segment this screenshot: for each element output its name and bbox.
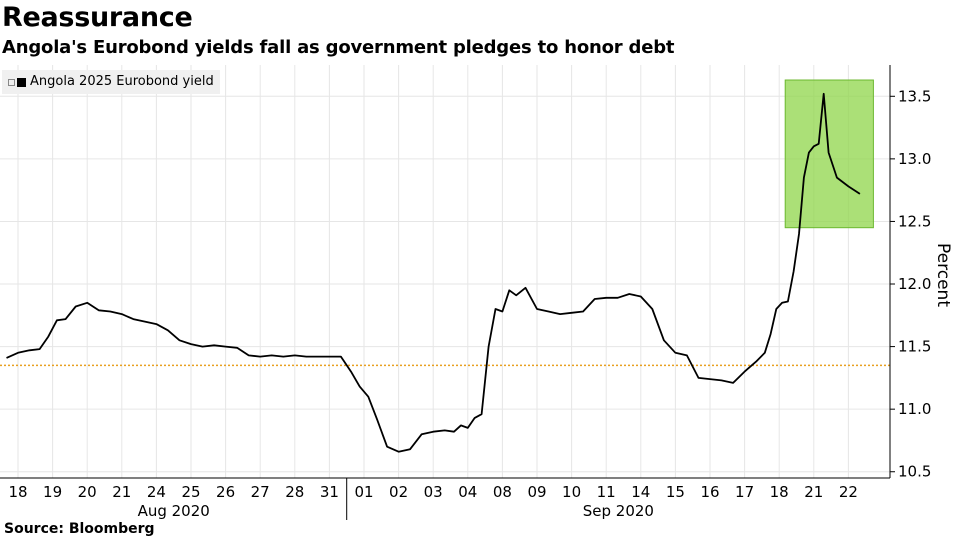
month-label: Aug 2020 (138, 502, 210, 520)
x-tick-label: 17 (735, 483, 754, 501)
month-label: Sep 2020 (583, 502, 654, 520)
chart-subtitle: Angola's Eurobond yields fall as governm… (2, 37, 675, 58)
x-tick-label: 14 (631, 483, 650, 501)
x-tick-label: 15 (666, 483, 685, 501)
x-tick-label: 18 (770, 483, 789, 501)
series-layer (6, 92, 861, 453)
x-tick-label: 04 (458, 483, 477, 501)
chart-title: Reassurance (2, 2, 193, 33)
y-tick-label: 13.5 (898, 87, 931, 105)
x-tick-label: 08 (493, 483, 512, 501)
x-tick-label: 26 (216, 483, 235, 501)
x-tick-label: 24 (147, 483, 166, 501)
legend-label: Angola 2025 Eurobond yield (30, 74, 214, 89)
x-tick-label: 03 (424, 483, 443, 501)
legend: Angola 2025 Eurobond yield (2, 70, 220, 94)
y-tick-label: 13.0 (898, 150, 931, 168)
x-tick-label: 21 (804, 483, 823, 501)
x-tick-label: 21 (112, 483, 131, 501)
axes (0, 65, 891, 520)
x-tick-label: 18 (8, 483, 27, 501)
x-tick-label: 16 (700, 483, 719, 501)
source-note: Source: Bloomberg (4, 521, 155, 537)
x-tick-label: 01 (354, 483, 373, 501)
y-tick-label: 11.5 (898, 338, 931, 356)
x-axis-ticks: 18 19 20 21 24 25 26 27 28 31 01 02 03 04 08 09 10 11 14 15… (8, 483, 857, 520)
legend-swatch-icon (17, 77, 26, 87)
x-tick-label: 11 (597, 483, 616, 501)
y-axis-ticks: 10.5 11.0 11.5 12.0 12.5 13.0 13.5 (890, 87, 931, 481)
x-tick-label: 28 (285, 483, 304, 501)
y-tick-label: 11.0 (898, 400, 931, 418)
y-axis-title: Percent (933, 243, 953, 307)
legend-toggle-icon[interactable] (8, 78, 15, 86)
x-tick-label: 27 (251, 483, 270, 501)
x-tick-label: 02 (389, 483, 408, 501)
y-tick-label: 12.5 (898, 212, 931, 230)
x-tick-label: 25 (181, 483, 200, 501)
x-tick-label: 19 (43, 483, 62, 501)
x-tick-label: 20 (78, 483, 97, 501)
series-line-angola-2025 (6, 92, 861, 453)
y-tick-label: 10.5 (898, 463, 931, 481)
x-tick-label: 31 (320, 483, 339, 501)
x-tick-label: 22 (839, 483, 858, 501)
x-tick-label: 09 (527, 483, 546, 501)
grid (0, 65, 890, 478)
y-tick-label: 12.0 (898, 275, 931, 293)
x-tick-label: 10 (562, 483, 581, 501)
